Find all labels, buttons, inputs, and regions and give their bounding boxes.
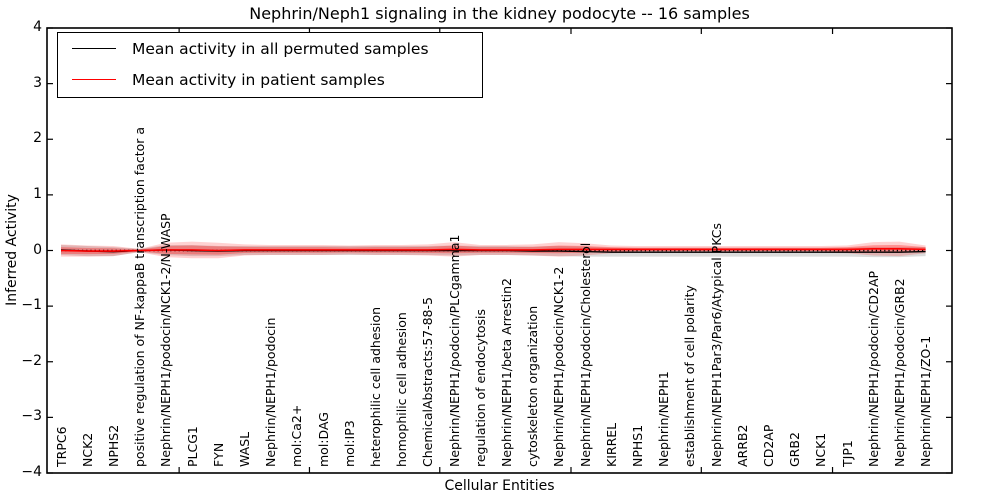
x-tick-label: PLCG1 — [184, 426, 200, 467]
x-tick-label: WASL — [236, 431, 252, 467]
x-tick-label: heterophilic cell adhesion — [367, 306, 383, 467]
x-tick-label: establishment of cell polarity — [682, 285, 698, 467]
y-tick-label: 2 — [33, 130, 42, 147]
x-tick-label: ARRB2 — [734, 424, 750, 467]
x-tick-label: Nephrin/NEPH1Par3/Par6/Atypical PKCs — [708, 223, 724, 467]
x-tick-label: Nephrin/NEPH1/ZO-1 — [918, 335, 934, 467]
x-tick-label: Nephrin/NEPH1/podocin/PLCgamma1 — [446, 234, 462, 467]
y-tick-label: −2 — [21, 352, 42, 369]
x-tick-label: mol:Ca2+ — [289, 404, 305, 467]
x-tick-label: Nephrin/NEPH1/podocin — [263, 317, 279, 467]
x-tick-label: positive regulation of NF-kappaB transcr… — [132, 126, 148, 467]
x-tick-label: ChemicalAbstracts:57-88-5 — [420, 297, 436, 467]
legend-row: Mean activity in all permuted samples — [58, 33, 482, 64]
x-tick-label: CD2AP — [760, 424, 776, 467]
legend-label-permuted: Mean activity in all permuted samples — [132, 39, 429, 58]
legend-label-patient: Mean activity in patient samples — [132, 70, 385, 89]
y-tick-label: 3 — [33, 74, 42, 91]
x-tick-label: Nephrin/NEPH1/podocin/GRB2 — [891, 278, 907, 467]
x-tick-label: homophilic cell adhesion — [394, 312, 410, 467]
x-tick-label: NPHS2 — [105, 424, 121, 467]
y-tick-label: −3 — [21, 408, 42, 425]
x-tick-label: Nephrin/NEPH1/beta Arrestin2 — [498, 278, 514, 467]
x-tick-label: cytoskeleton organization — [525, 305, 541, 467]
x-tick-label: GRB2 — [787, 432, 803, 467]
x-tick-label: Nephrin/NEPH1/podocin/NCK1-2 — [551, 266, 567, 467]
y-tick-label: −4 — [21, 464, 42, 480]
x-tick-label: mol:IP3 — [341, 420, 357, 467]
x-tick-label: regulation of endocytosis — [472, 309, 488, 467]
permuted-line-swatch-icon — [72, 48, 116, 49]
legend-box: Mean activity in all permuted samples Me… — [57, 32, 483, 98]
y-tick-label: 0 — [33, 241, 42, 258]
x-tick-label: NCK1 — [813, 432, 829, 467]
x-tick-label: TJP1 — [839, 440, 855, 467]
x-tick-label: Nephrin/NEPH1/podocin/NCK1-2/N-WASP — [158, 213, 174, 467]
y-tick-label: 1 — [33, 185, 42, 202]
x-axis-label: Cellular Entities — [444, 478, 555, 494]
x-tick-label: NCK2 — [79, 432, 95, 467]
x-tick-label: Nephrin/NEPH1 — [656, 371, 672, 467]
x-tick-label: TRPC6 — [53, 426, 69, 467]
chart-title: Nephrin/Neph1 signaling in the kidney po… — [249, 4, 750, 23]
y-tick-label: 4 — [33, 19, 42, 35]
x-tick-label: Nephrin/NEPH1/podocin/Cholesterol — [577, 242, 593, 467]
patient-line-swatch-icon — [72, 79, 116, 80]
x-tick-label: Nephrin/NEPH1/podocin/CD2AP — [865, 270, 881, 467]
x-tick-label: NPHS1 — [629, 424, 645, 467]
y-tick-label: −1 — [21, 297, 42, 314]
patient-mean-line — [60, 248, 926, 252]
x-tick-label: FYN — [210, 442, 226, 467]
x-tick-label: KIRREL — [603, 422, 619, 467]
x-tick-label: mol:DAG — [315, 412, 331, 467]
legend-row: Mean activity in patient samples — [58, 64, 482, 95]
